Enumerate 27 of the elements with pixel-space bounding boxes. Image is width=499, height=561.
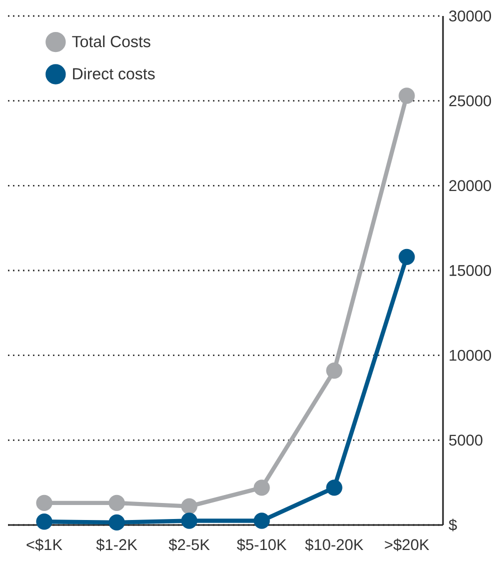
point (181, 512, 198, 529)
legend-label: Direct costs (73, 68, 155, 80)
y-tick-label: 20000 (449, 180, 492, 192)
x-tick-label: $1-2K (96, 538, 138, 552)
y-tick-label: 5000 (449, 434, 482, 446)
point (398, 248, 415, 266)
legend-label: Total Costs (72, 35, 150, 48)
point (108, 494, 125, 512)
x-tick-label: $2-5K (168, 538, 210, 552)
point (108, 514, 125, 531)
x-tick-label: $10-20K (305, 538, 364, 552)
y-tick-label: 30000 (449, 10, 492, 22)
y-tick-label: 10000 (450, 350, 492, 361)
point (36, 514, 52, 530)
y-tick-label: 25000 (449, 95, 492, 106)
x-tick-label: <$1K (26, 538, 62, 552)
point (254, 480, 270, 496)
point (181, 498, 198, 514)
point (326, 362, 342, 379)
x-tick-label: >$20K (384, 538, 430, 552)
point (254, 512, 270, 529)
point (36, 494, 52, 512)
point (326, 480, 342, 496)
y-tick-label: $ (448, 518, 457, 532)
x-tick-label: $5-10K (236, 538, 287, 552)
point (398, 88, 415, 104)
y-tick-label: 15000 (450, 265, 492, 276)
